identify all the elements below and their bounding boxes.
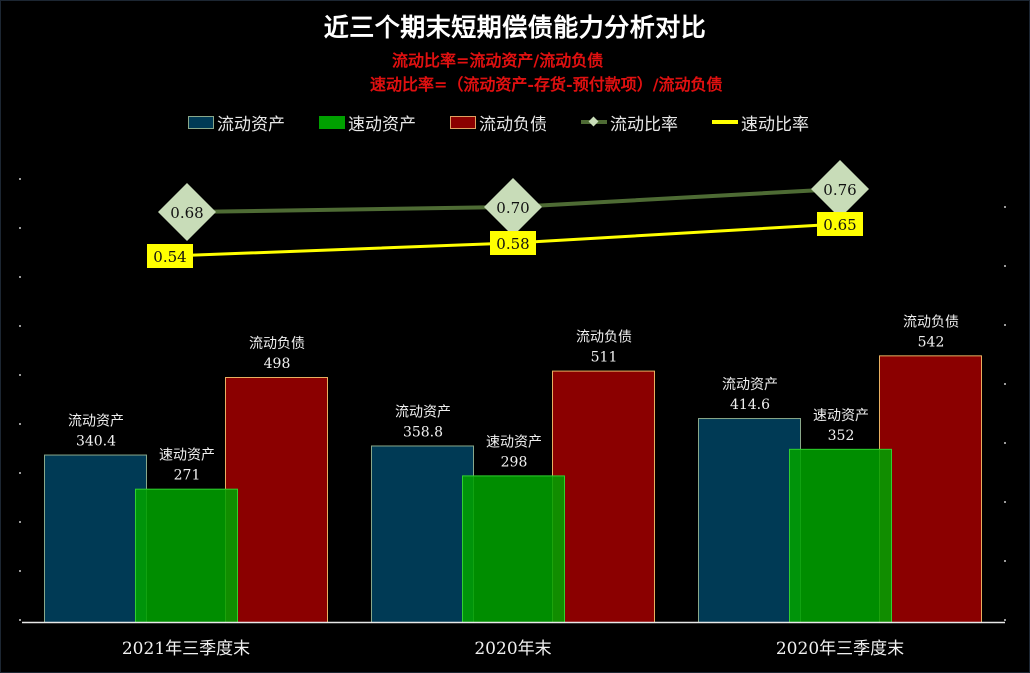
quick-assets-label: 速动资产 xyxy=(159,448,215,464)
axis-ticks xyxy=(19,178,1006,621)
x-axis-category-label: 2020年末 xyxy=(474,639,552,659)
right-axis-tick xyxy=(1004,383,1006,385)
left-axis-tick xyxy=(19,178,21,180)
quick-ratio-formula: 速动比率=（流动资产-存货-预付款项）/流动负债 xyxy=(370,75,723,94)
right-axis-tick xyxy=(1004,206,1006,208)
ratio-lines: 0.68 0.70 0.76 0.54 0.58 0.65 xyxy=(147,160,869,268)
current-liabilities-value: 498 xyxy=(264,356,291,372)
quick-ratio-value: 0.65 xyxy=(823,216,856,234)
chart-title: 近三个期末短期偿债能力分析对比 xyxy=(323,13,707,42)
right-axis-tick xyxy=(1004,619,1006,621)
quick-assets-value: 352 xyxy=(828,428,855,444)
left-axis-tick xyxy=(19,276,21,278)
current-liabilities-value: 511 xyxy=(591,350,618,366)
quick-assets-value: 298 xyxy=(501,454,528,470)
left-axis-tick xyxy=(19,423,21,425)
current-assets-value: 414.6 xyxy=(730,397,770,413)
legend-item-quick-assets[interactable]: 速动资产 xyxy=(319,110,416,135)
legend-label: 流动资产 xyxy=(217,114,285,135)
current-liabilities-label: 流动负债 xyxy=(576,330,632,346)
quick-ratio-line-icon xyxy=(712,115,738,129)
current-ratio-value: 0.76 xyxy=(823,181,856,199)
current-assets-value: 358.8 xyxy=(403,424,443,440)
current-liabilities-bar[interactable] xyxy=(879,355,982,623)
legend-label: 流动比率 xyxy=(610,114,678,135)
quick-assets-label: 速动资产 xyxy=(813,408,869,424)
legend-item-quick-ratio[interactable]: 速动比率 xyxy=(712,110,809,135)
quick-ratio-label-box xyxy=(817,212,863,236)
quick-assets-bar[interactable] xyxy=(462,475,565,624)
left-axis-tick xyxy=(19,472,21,474)
current-ratio-formula: 流动比率=流动资产/流动负债 xyxy=(392,51,604,70)
legend-item-current-liabilities[interactable]: 流动负债 xyxy=(450,110,547,135)
current-liabilities-bar[interactable] xyxy=(552,370,655,624)
quick-assets-value: 271 xyxy=(174,468,201,484)
bar-value-labels: 流动资产 340.4 流动负债 498 速动资产 271 流动资产 358.8 流动负债 511 速… xyxy=(68,314,959,483)
legend-item-current-ratio[interactable]: 流动比率 xyxy=(581,110,678,135)
right-axis-tick xyxy=(1004,560,1006,562)
current-assets-label: 流动资产 xyxy=(68,414,124,430)
quick-assets-swatch-icon xyxy=(319,115,345,129)
legend-label: 速动资产 xyxy=(348,114,416,135)
legend-label: 流动负债 xyxy=(479,114,547,135)
current-liabilities-swatch-icon xyxy=(450,115,476,129)
quick-ratio-value: 0.58 xyxy=(496,235,529,253)
left-axis-tick xyxy=(19,325,21,327)
chart-legend: 流动资产 速动资产 流动负债 流动比率 速动比率 xyxy=(188,110,809,135)
current-ratio-marker-diamond-icon[interactable] xyxy=(811,160,869,218)
left-axis-tick xyxy=(19,227,21,229)
quick-assets-bar[interactable] xyxy=(789,448,892,623)
bar-series xyxy=(44,355,982,624)
right-axis-tick xyxy=(1004,442,1006,444)
left-axis-tick xyxy=(19,570,21,572)
current-assets-bar[interactable] xyxy=(44,454,147,624)
current-assets-swatch-icon xyxy=(188,115,214,129)
current-ratio-value: 0.68 xyxy=(170,204,203,222)
legend-item-current-assets[interactable]: 流动资产 xyxy=(188,110,285,135)
current-liabilities-label: 流动负债 xyxy=(903,314,959,330)
left-axis-tick xyxy=(19,374,21,376)
current-liabilities-bar[interactable] xyxy=(225,377,328,623)
x-axis-category-label: 2021年三季度末 xyxy=(121,639,251,659)
current-ratio-marker-diamond-icon[interactable] xyxy=(158,183,216,241)
x-axis-category-label: 2020年三季度末 xyxy=(775,639,905,659)
current-ratio-value: 0.70 xyxy=(496,199,529,217)
current-assets-label: 流动资产 xyxy=(395,404,451,420)
legend-label: 速动比率 xyxy=(741,114,809,135)
current-assets-value: 340.4 xyxy=(76,434,116,450)
quick-ratio-label-box xyxy=(147,244,193,268)
current-assets-label: 流动资产 xyxy=(722,377,778,393)
current-liabilities-value: 542 xyxy=(918,334,945,350)
quick-ratio-label-box xyxy=(490,231,536,255)
current-ratio-line-marker-icon xyxy=(581,115,607,129)
current-liabilities-label: 流动负债 xyxy=(249,336,305,352)
left-axis-tick xyxy=(19,619,21,621)
right-axis-tick xyxy=(1004,501,1006,503)
quick-assets-label: 速动资产 xyxy=(486,434,542,450)
current-assets-bar[interactable] xyxy=(371,445,474,623)
right-axis-tick xyxy=(1004,265,1006,267)
left-axis-tick xyxy=(19,521,21,523)
right-axis-tick xyxy=(1004,324,1006,326)
quick-assets-bar[interactable] xyxy=(135,488,238,623)
current-ratio-marker-diamond-icon[interactable] xyxy=(484,178,542,236)
current-assets-bar[interactable] xyxy=(698,418,801,623)
quick-ratio-value: 0.54 xyxy=(153,248,186,266)
